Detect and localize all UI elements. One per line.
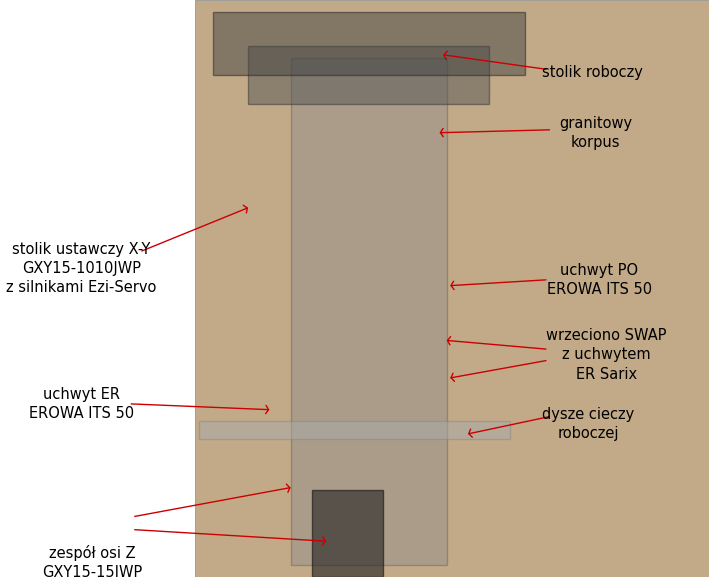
- Text: dysze cieczy
roboczej: dysze cieczy roboczej: [542, 407, 635, 441]
- Text: granitowy
korpus: granitowy korpus: [559, 115, 632, 150]
- Bar: [213, 12, 525, 75]
- Text: stolik roboczy: stolik roboczy: [542, 65, 642, 80]
- Bar: [291, 58, 447, 565]
- Bar: [199, 421, 510, 439]
- Text: uchwyt PO
EROWA ITS 50: uchwyt PO EROWA ITS 50: [547, 263, 652, 297]
- Text: uchwyt ER
EROWA ITS 50: uchwyt ER EROWA ITS 50: [29, 387, 134, 421]
- Bar: [312, 490, 383, 577]
- Text: wrzeciono SWAP
z uchwytem
ER Sarix: wrzeciono SWAP z uchwytem ER Sarix: [546, 328, 666, 381]
- Text: zespół osi Z
GXY15-15JWP
z silnikiem Ezi-Servo: zespół osi Z GXY15-15JWP z silnikiem Ezi…: [17, 545, 167, 577]
- Text: stolik ustawczy X-Y
GXY15-1010JWP
z silnikami Ezi-Servo: stolik ustawczy X-Y GXY15-1010JWP z siln…: [6, 242, 157, 295]
- Bar: [195, 0, 709, 577]
- Bar: [248, 46, 489, 104]
